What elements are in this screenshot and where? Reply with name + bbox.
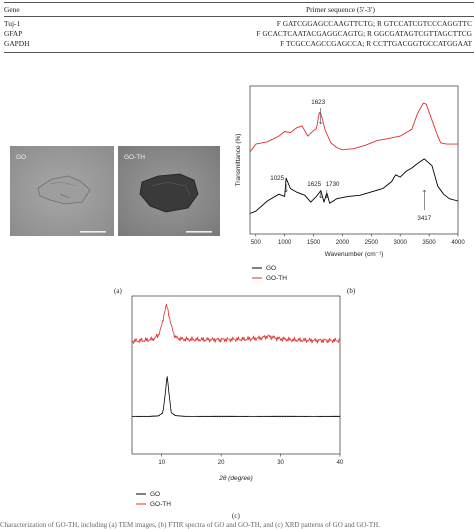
table-header-primer: Primer sequence (5′-3′) [306, 5, 375, 14]
table-cell-gene: GFAP [4, 29, 23, 38]
tem-image-go-th: GO-TH [118, 146, 220, 236]
tem-image-go: GO [10, 146, 114, 236]
xrd-legend: GO GO-TH [136, 491, 171, 508]
ftir-x-tick-label: 1500 [307, 240, 321, 246]
ftir-x-axis-label: Wavenumber (cm⁻¹) [325, 251, 384, 258]
ftir-x-tick-label: 500 [251, 240, 262, 246]
tem-label-go-th: GO-TH [124, 154, 145, 161]
xrd-x-axis-label: 2θ (degree) [218, 475, 253, 482]
xrd-x-ticks: 10 20 30 40 [158, 454, 344, 466]
ftir-plot-frame [249, 85, 459, 235]
ftir-x-tick-label: 3000 [394, 240, 408, 246]
ftir-peak-label: 1623 [311, 99, 325, 106]
table-header-gene: Gene [4, 5, 20, 14]
caption-panel-c: (c) [232, 512, 240, 520]
figure-caption-text: Characterization of GO-TH, including (a)… [0, 521, 380, 529]
ftir-series-go-line [249, 158, 459, 214]
caption-panel-b: (b) [347, 287, 356, 295]
ftir-peak-label: 1730 [326, 181, 340, 188]
ftir-peak-arrowhead [318, 121, 323, 125]
ftir-peak-arrowhead [325, 195, 329, 199]
xrd-x-tick-label: 30 [277, 460, 284, 466]
ftir-x-ticks: 500 1000 1500 2000 2500 3000 3500 4000 [251, 234, 465, 246]
legend-label-go: GO [150, 491, 160, 498]
table-rule-mid [4, 16, 474, 17]
xrd-plot-frame [131, 295, 341, 455]
ftir-x-tick-label: 1000 [278, 240, 292, 246]
legend-label-go: GO [266, 265, 276, 272]
xrd-series [131, 303, 341, 418]
ftir-x-tick-label: 3500 [422, 240, 436, 246]
table-cell-gene: Tuj-1 [4, 19, 21, 28]
tem-image-go-drawing [10, 146, 114, 236]
ftir-y-axis-label: Transmittance (%) [235, 134, 242, 187]
ftir-legend: GO GO-TH [252, 265, 287, 282]
ftir-x-tick-label: 4000 [451, 240, 465, 246]
legend-label-go-th: GO-TH [266, 275, 287, 282]
xrd-series-go-line [132, 376, 341, 418]
xrd-chart: 10 20 30 40 2θ (degree) GO GO-TH [131, 295, 344, 508]
table-cell-primer: F GATCGGAGCCAAGTTCTG; R GTCCATCGTCCCAGGT… [276, 19, 472, 28]
ftir-annotations: 1623 1025 1625 1730 3417 [270, 99, 431, 222]
ftir-peak-arrowhead [319, 195, 323, 199]
table-cell-primer: F TCGCCAGCCGAGCCA; R CCTTGACGGTGCCATGGAA… [280, 39, 472, 48]
ftir-peak-label: 1625 [307, 181, 321, 188]
tem-label-go: GO [16, 154, 27, 161]
ftir-peak-arrowhead [284, 189, 288, 193]
ftir-peak-label: 3417 [417, 215, 431, 222]
xrd-x-tick-label: 20 [218, 460, 225, 466]
table-cell-gene: GAPDH [4, 39, 30, 48]
caption-panel-a: (a) [114, 287, 122, 295]
ftir-chart: 500 1000 1500 2000 2500 3000 3500 4000 1623 1025… [235, 85, 465, 282]
xrd-x-tick-label: 10 [158, 460, 165, 466]
xrd-series-go-th-line [131, 303, 341, 344]
ftir-series [249, 102, 459, 214]
ftir-x-tick-label: 2500 [365, 240, 379, 246]
table-cell-primer: F GCACTCAATACGAGGCAGTG; R GGCGATAGTCGTTA… [256, 29, 472, 38]
legend-label-go-th: GO-TH [150, 501, 171, 508]
table-rule-bottom [4, 52, 474, 53]
ftir-series-go-th-line [249, 102, 458, 153]
xrd-x-tick-label: 40 [337, 460, 344, 466]
tem-image-go-th-drawing [118, 146, 220, 236]
ftir-peak-arrowhead [422, 189, 427, 193]
ftir-peak-label: 1025 [270, 175, 284, 182]
ftir-x-tick-label: 2000 [336, 240, 350, 246]
table-rule-top [4, 2, 474, 3]
